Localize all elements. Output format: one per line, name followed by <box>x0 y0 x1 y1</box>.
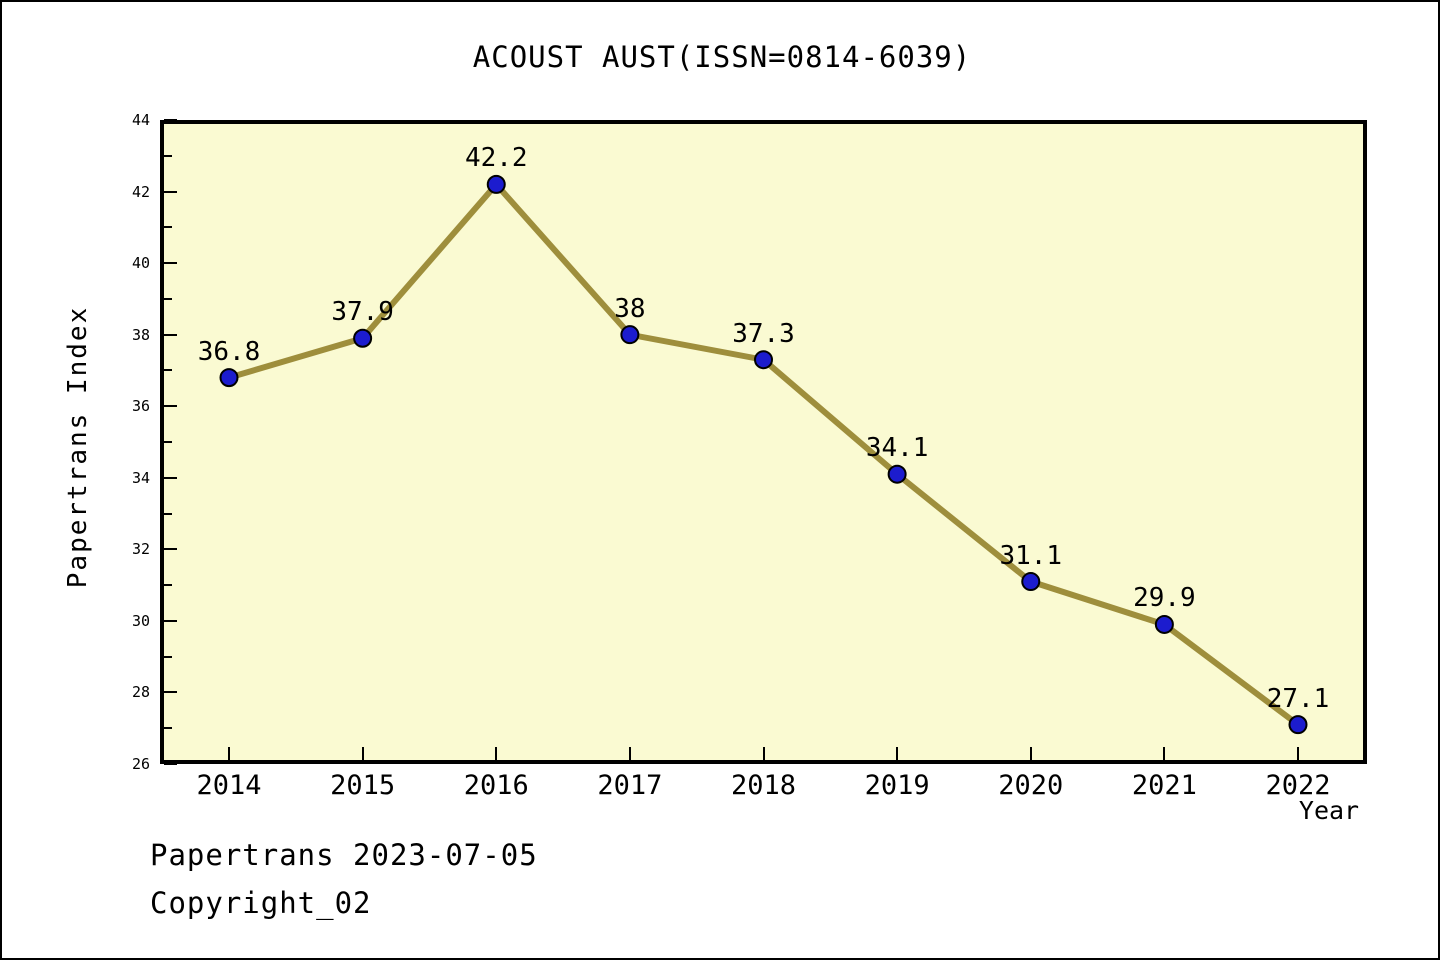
x-tick-label: 2022 <box>1265 770 1331 801</box>
footer-copyright: Copyright_02 <box>150 886 372 920</box>
x-major-tick <box>361 747 364 760</box>
y-tick-label: 42 <box>131 182 150 201</box>
data-point-label: 37.3 <box>732 318 795 349</box>
x-tick-label: 2017 <box>597 770 663 801</box>
x-tick-label: 2014 <box>196 770 262 801</box>
data-point <box>219 368 239 388</box>
y-tick-label: 32 <box>131 540 150 559</box>
footer-source-date: Papertrans 2023-07-05 <box>150 838 538 872</box>
y-major-tick <box>164 119 177 121</box>
series-line <box>226 181 1301 728</box>
y-minor-tick <box>164 154 172 157</box>
y-minor-tick <box>164 297 172 300</box>
y-tick-label: 30 <box>131 611 150 630</box>
x-tick-label: 2021 <box>1131 770 1197 801</box>
data-point <box>1021 572 1041 592</box>
x-major-tick <box>628 747 631 760</box>
y-major-tick <box>164 476 177 479</box>
data-point <box>353 328 373 348</box>
y-minor-tick <box>164 727 172 730</box>
y-minor-tick <box>164 369 172 372</box>
data-point <box>486 174 506 194</box>
y-tick-label: 40 <box>131 254 150 273</box>
x-tick-label: 2018 <box>730 770 797 801</box>
data-point-label: 36.8 <box>197 336 261 367</box>
data-point <box>1288 715 1308 735</box>
data-point-label: 27.1 <box>1266 683 1330 714</box>
x-tick-label: 2016 <box>463 770 529 801</box>
data-point <box>754 350 773 370</box>
data-point-label: 34.1 <box>865 433 929 464</box>
y-tick-label: 26 <box>131 755 150 773</box>
y-minor-tick <box>164 226 172 229</box>
x-tick-label: 2019 <box>864 770 930 801</box>
y-tick-label: 28 <box>131 683 150 702</box>
y-tick-label: 34 <box>131 468 150 487</box>
y-minor-tick <box>164 584 172 587</box>
y-major-tick <box>164 619 177 622</box>
y-major-tick <box>164 262 177 265</box>
y-minor-tick <box>164 655 172 658</box>
y-major-tick <box>164 190 177 193</box>
plot-area: 36.8 37.9 42.2 38 37.3 34.1 31.1 29.9 27.1 <box>160 119 1367 765</box>
x-tick-label: 2020 <box>998 770 1064 801</box>
chart-title: ACOUST AUST(ISSN=0814-6039) <box>472 40 972 74</box>
data-point-label: 42.2 <box>464 143 528 174</box>
y-major-tick <box>164 333 177 336</box>
x-major-tick <box>495 747 498 760</box>
data-point <box>620 325 640 345</box>
y-minor-tick <box>164 441 172 443</box>
y-major-tick <box>164 548 177 551</box>
data-point-label: 29.9 <box>1133 583 1196 614</box>
x-tick-label: 2015 <box>330 770 396 801</box>
data-point <box>1154 614 1174 634</box>
line-series <box>219 174 1308 735</box>
x-major-tick <box>1163 747 1166 760</box>
data-point-label: 38 <box>614 293 646 324</box>
x-axis-title: Year <box>1298 796 1360 825</box>
y-minor-tick <box>164 512 172 515</box>
y-tick-label: 38 <box>131 325 150 344</box>
x-major-tick <box>1297 747 1299 760</box>
x-major-tick <box>896 747 899 760</box>
y-major-tick <box>164 405 177 408</box>
data-point-label: 37.9 <box>331 297 394 328</box>
y-tick-label: 44 <box>131 111 150 129</box>
x-major-tick <box>762 747 765 760</box>
x-major-tick <box>228 747 230 760</box>
data-point <box>887 464 907 484</box>
y-major-tick <box>164 763 177 765</box>
data-point-label: 31.1 <box>999 540 1063 571</box>
y-major-tick <box>164 691 177 694</box>
y-tick-label: 36 <box>131 397 150 416</box>
x-major-tick <box>1029 747 1032 760</box>
